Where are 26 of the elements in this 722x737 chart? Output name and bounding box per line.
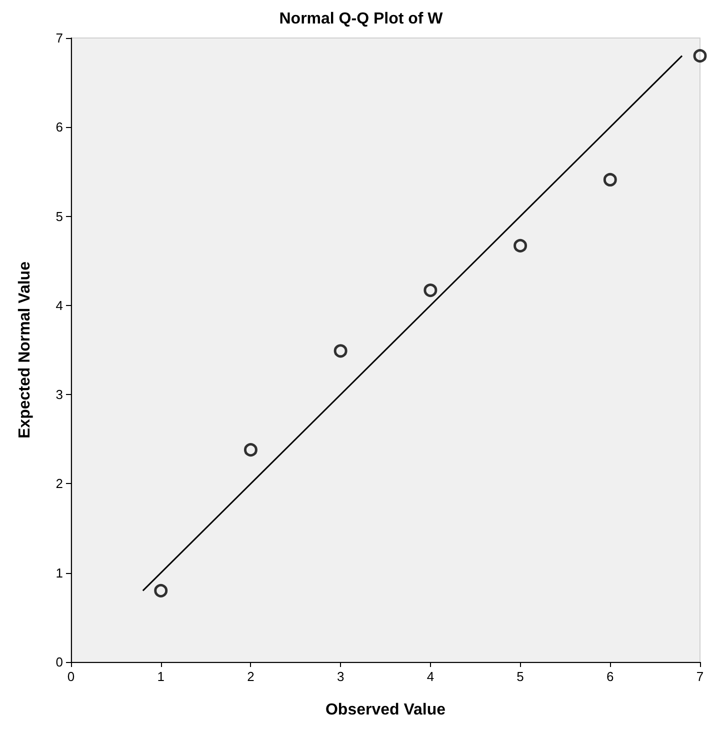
point [514,238,528,252]
y-tick-label: 5 [56,208,63,224]
x-tick-label: 0 [67,669,75,684]
y-tick-label: 2 [56,476,63,492]
chart-title: Normal Q-Q Plot of W [279,10,444,28]
x-tick-label: 3 [336,669,344,684]
y-tick-label: 6 [56,120,63,135]
y-tick-label: 7 [56,30,63,46]
point [424,284,438,298]
x-tick-label: 5 [516,669,524,684]
point [603,172,617,186]
point [693,49,707,63]
y-tick-label: 0 [56,654,63,670]
x-tick-label: 6 [606,669,614,684]
x-tick-label: 7 [696,669,704,684]
y-tick-label: 1 [56,565,63,580]
x-axis-title: Observed Value [325,702,446,718]
point [334,344,348,358]
y-axis-title: Expected Normal Value [16,261,34,438]
x-tick-label: 4 [426,669,434,684]
y-tick-label: 3 [56,387,63,402]
point [244,443,258,457]
y-tick-label: 4 [56,298,63,313]
point [154,584,168,598]
x-tick-label: 1 [157,669,164,684]
x-tick-label: 2 [247,669,254,684]
